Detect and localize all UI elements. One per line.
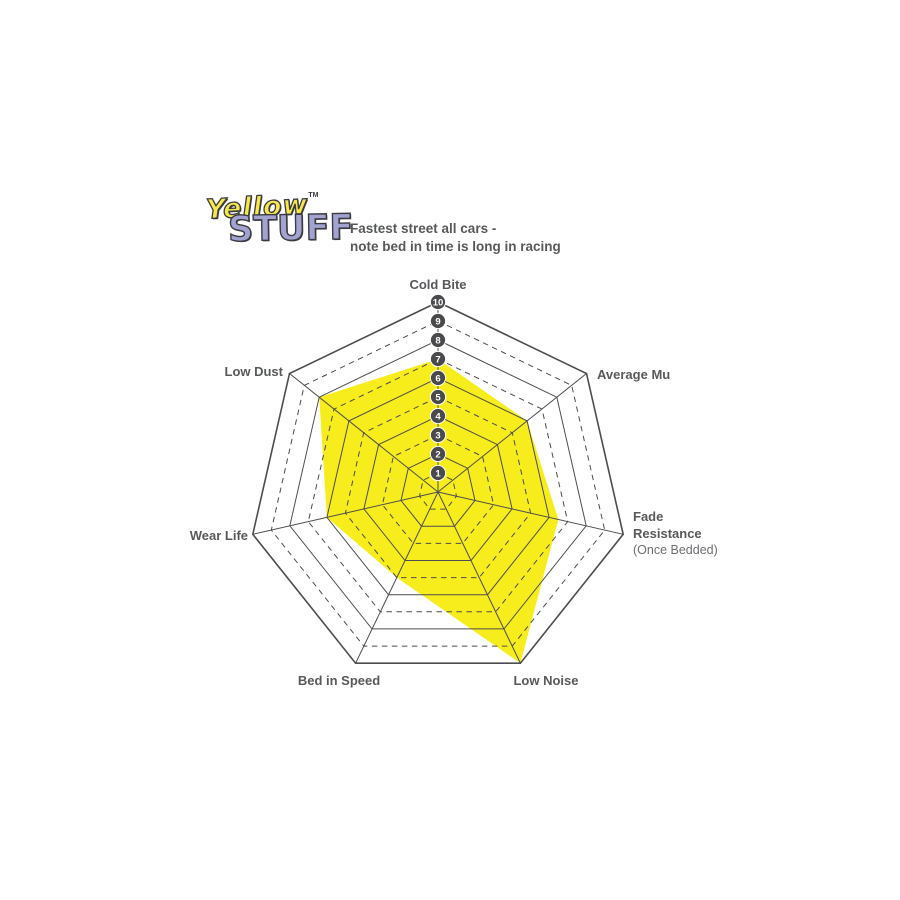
scale-badge-label-10: 10: [433, 297, 444, 308]
radar-ring-5: [344, 396, 532, 579]
description-line-2: note bed in time is long in racing: [350, 239, 561, 254]
radar-ring-3: [381, 434, 495, 544]
axis-label-cold-bite: Cold Bite: [409, 277, 467, 292]
axis-label-low-dust: Low Dust: [224, 364, 284, 379]
radar-ring-4: [363, 415, 513, 561]
scale-badge-label-8: 8: [435, 335, 440, 346]
scale-badge-5: [429, 388, 447, 406]
scale-badge-4: [429, 407, 447, 425]
scale-badge-2: [429, 445, 447, 463]
radar-value-area: [319, 359, 559, 664]
scale-badge-3: [429, 426, 447, 444]
scale-badge-label-7: 7: [435, 354, 440, 365]
axis-label-fade-resistance: Fade Resistance (Once Bedded): [633, 509, 718, 557]
radar-spoke-bed-in-speed: [355, 491, 439, 664]
radar-ring-6: [326, 377, 550, 596]
scale-badge-label-4: 4: [435, 411, 441, 422]
scale-badge-label-5: 5: [435, 392, 441, 403]
radar-ring-10: [251, 301, 625, 665]
radar-spoke-fade-resistance: [437, 491, 624, 535]
scale-badge-10: [429, 293, 447, 311]
scale-badge-label-6: 6: [435, 373, 440, 384]
radar-ring-2: [400, 453, 476, 527]
yellowstuff-logo: YellowTM STUFF: [205, 189, 355, 251]
scale-badge-label-9: 9: [435, 316, 440, 327]
radar-spoke-wear-life: [252, 491, 439, 535]
scale-badge-8: [429, 331, 447, 349]
axis-sublabel-fade-resistance: (Once Bedded): [633, 543, 718, 557]
scale-badge-7: [429, 350, 447, 368]
radar-spoke-low-dust: [289, 373, 439, 493]
radar-spoke-low-noise: [437, 491, 521, 664]
description-line-1: Fastest street all cars -: [350, 221, 497, 236]
scale-badge-label-3: 3: [435, 430, 440, 441]
radar-ring-9: [270, 320, 606, 647]
radar-ring-8: [289, 339, 587, 630]
axis-label-bed-in-speed: Bed in Speed: [297, 673, 381, 688]
scale-badge-label-2: 2: [435, 449, 440, 460]
radar-spoke-average-mu: [437, 373, 587, 493]
scale-badge-1: [429, 464, 447, 482]
scale-badge-label-1: 1: [435, 468, 441, 479]
logo-trademark: TM: [308, 192, 319, 199]
axis-label-average-mu: Average Mu: [597, 367, 671, 382]
axis-label-wear-life: Wear Life: [189, 528, 248, 543]
radar-ring-7: [307, 358, 569, 613]
scale-badge-6: [429, 369, 447, 387]
axis-label-low-noise: Low Noise: [513, 673, 579, 688]
scale-badge-9: [429, 312, 447, 330]
product-description: Fastest street all cars - note bed in ti…: [350, 220, 561, 256]
